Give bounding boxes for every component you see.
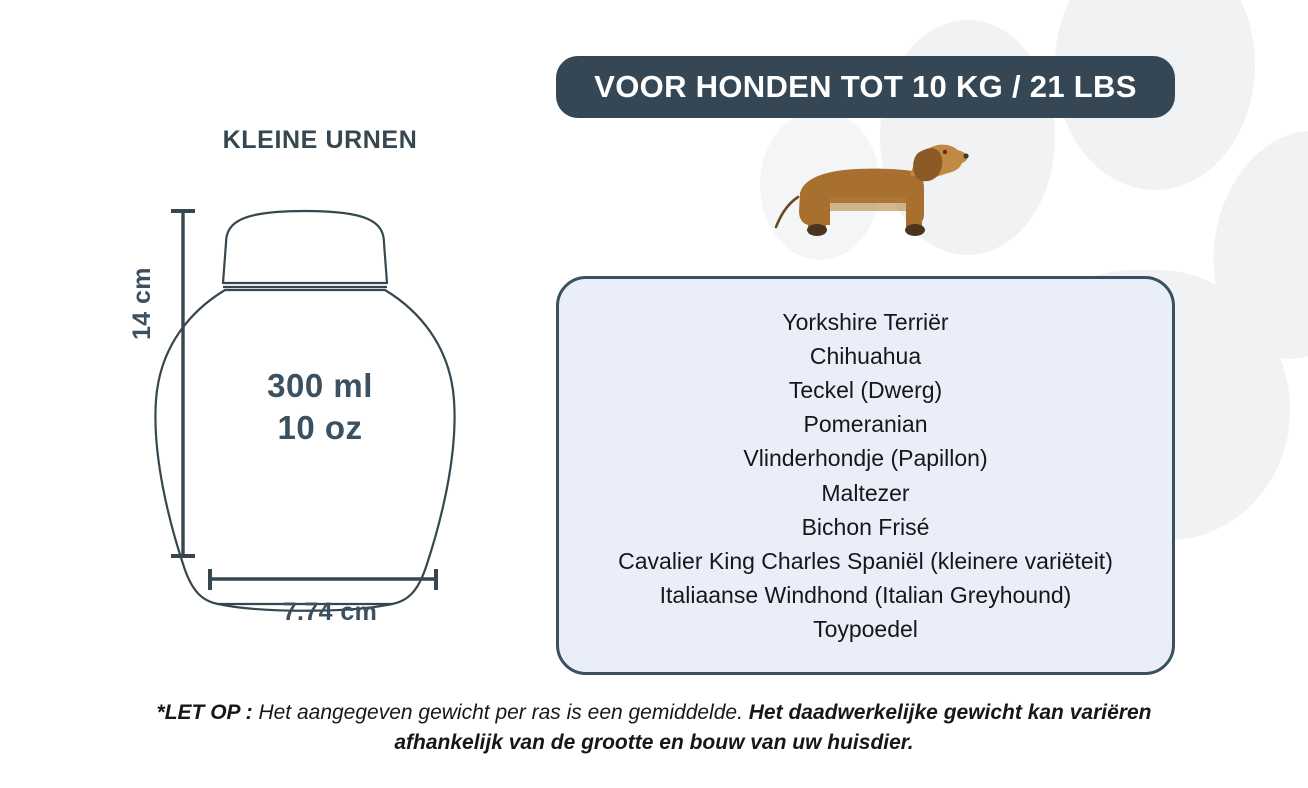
dog-belly <box>830 197 906 211</box>
footnote-label: *LET OP : <box>156 701 253 724</box>
footnote: *LET OP : Het aangegeven gewicht per ras… <box>154 698 1154 758</box>
urn-base <box>217 602 393 612</box>
dog-ear <box>913 148 943 182</box>
dachshund-illustration <box>774 144 969 236</box>
weight-category-banner-text: VOOR HONDEN TOT 10 KG / 21 LBS <box>594 69 1137 104</box>
paw-toe-shape <box>1192 114 1308 376</box>
dog-rear-paw <box>807 224 827 236</box>
breed-item: Cavalier King Charles Spaniël (kleinere … <box>618 547 1113 574</box>
dog-muzzle <box>946 149 968 165</box>
urn-width-label: 7.74 cm <box>282 598 378 626</box>
weight-category-banner: VOOR HONDEN TOT 10 KG / 21 LBS <box>556 56 1175 118</box>
breed-item: Yorkshire Terriër <box>782 309 949 336</box>
urn-capacity: 300 ml 10 oz <box>190 365 450 449</box>
breed-item: Bichon Frisé <box>801 513 930 540</box>
urn-capacity-metric: 300 ml <box>267 367 373 404</box>
breed-item: Italiaanse Windhond (Italian Greyhound) <box>659 581 1072 608</box>
urn-section-title: KLEINE URNEN <box>222 126 418 154</box>
dog-tail <box>774 195 800 229</box>
dog-eye <box>942 149 948 155</box>
footnote-normal-text: Het aangegeven gewicht per ras is een ge… <box>252 701 749 724</box>
breed-item: Toypoedel <box>813 615 918 642</box>
breed-item: Vlinderhondje (Papillon) <box>743 445 988 472</box>
urn-lid <box>221 209 389 285</box>
breed-list-panel: Yorkshire Terriër Chihuahua Teckel (Dwer… <box>556 276 1175 675</box>
urn-diagram <box>154 209 456 612</box>
width-dimension-line <box>208 569 438 590</box>
breed-item: Pomeranian <box>803 411 928 438</box>
dog-front-paw <box>905 224 925 236</box>
urn-capacity-imperial: 10 oz <box>277 409 363 447</box>
dog-front-leg <box>906 201 922 227</box>
footnote-emphasis-text: Het daadwerkelijke gewicht kan variëren … <box>394 701 1152 754</box>
dog-nose <box>963 153 969 159</box>
urn-height-label: 14 cm <box>128 267 156 340</box>
breed-item: Teckel (Dwerg) <box>788 377 943 404</box>
breed-item: Chihuahua <box>809 343 922 370</box>
breed-item: Maltezer <box>821 479 910 506</box>
dog-rear-leg <box>808 201 826 227</box>
dog-body <box>799 168 924 225</box>
height-dimension-line <box>171 209 195 558</box>
